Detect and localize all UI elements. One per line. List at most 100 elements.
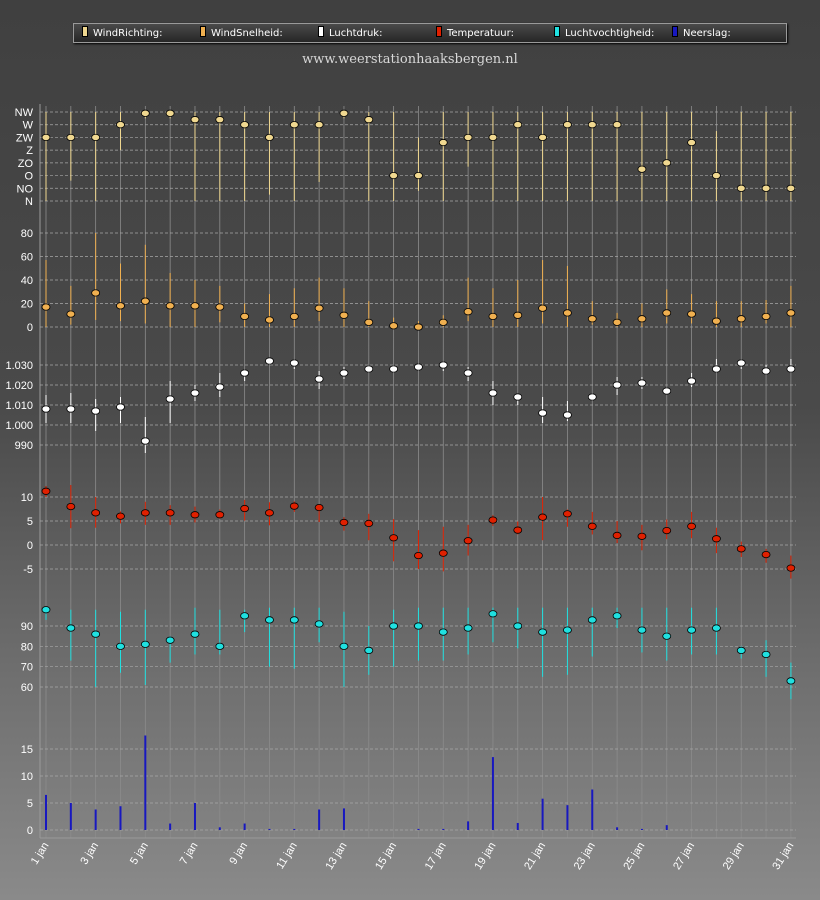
data-point (712, 317, 721, 325)
data-point (513, 311, 523, 319)
data-point (364, 318, 374, 326)
data-point (736, 359, 746, 367)
data-point (786, 184, 796, 192)
y-tick-label: N (25, 196, 33, 208)
data-point (140, 509, 150, 517)
y-tick-label: ZO (18, 158, 34, 170)
legend-swatch (200, 26, 206, 37)
data-point (265, 616, 274, 624)
data-point (140, 297, 150, 305)
legend-swatch (82, 26, 88, 37)
y-tick-label: 10 (21, 771, 33, 783)
data-point (612, 121, 622, 129)
data-point (488, 516, 498, 524)
data-point (736, 184, 746, 192)
data-point (488, 610, 498, 618)
legend-label: Neerslag: (683, 28, 731, 39)
data-point (637, 379, 647, 387)
data-point (265, 357, 274, 365)
y-tick-label: 10 (21, 492, 33, 504)
data-point (289, 502, 299, 510)
y-tick-label: -5 (23, 564, 33, 576)
data-point (786, 677, 796, 685)
precip-bar (640, 828, 643, 830)
data-point (289, 359, 299, 367)
x-tick-label: 23 jan (572, 840, 598, 872)
data-point (662, 309, 672, 317)
x-tick-label: 1 jan (29, 840, 52, 867)
data-point (66, 133, 76, 142)
data-point (66, 502, 76, 511)
data-point (563, 510, 572, 518)
data-point (761, 550, 771, 559)
data-point (389, 322, 399, 330)
y-tick-label: W (23, 120, 34, 132)
legend: WindRichting: WindSnelheid: Luchtdruk: Temp… (73, 23, 787, 43)
precip-bar (119, 806, 122, 830)
x-tick-label: 11 jan (274, 840, 300, 871)
precip-bar (268, 828, 271, 830)
data-point (190, 511, 200, 519)
y-tick-label: O (24, 171, 33, 183)
y-tick-label: NW (15, 107, 34, 119)
data-point (463, 369, 473, 377)
data-point (190, 116, 200, 124)
legend-swatch (318, 26, 324, 37)
x-tick-label: 31 jan (770, 840, 796, 872)
data-point (761, 312, 771, 321)
data-point (91, 407, 101, 415)
data-point (761, 367, 771, 375)
data-point (240, 312, 250, 321)
data-point (786, 365, 796, 373)
data-point (538, 409, 547, 417)
data-point (761, 184, 771, 192)
data-point (414, 323, 423, 331)
legend-item-neerslag: Neerslag: (672, 26, 731, 39)
data-point (637, 315, 647, 323)
legend-item-windsnelheid: WindSnelheid: (200, 26, 283, 39)
x-tick-label: 9 jan (227, 840, 250, 867)
data-point (786, 309, 796, 317)
data-point (712, 535, 721, 543)
data-point (41, 405, 51, 413)
x-tick-label: 29 jan (721, 840, 747, 872)
data-point (339, 642, 349, 650)
precip-bar (442, 828, 445, 830)
y-tick-label: 60 (21, 682, 33, 694)
precip-bar (293, 828, 296, 830)
precip-bar (169, 823, 172, 830)
data-point (438, 549, 448, 557)
data-point (91, 630, 101, 638)
data-point (513, 393, 523, 401)
legend-item-luchtdruk: Luchtdruk: (318, 26, 382, 39)
precip-bar (591, 789, 594, 830)
y-tick-label: 0 (27, 540, 33, 552)
data-point (563, 626, 572, 634)
data-point (612, 381, 622, 389)
data-point (463, 308, 473, 316)
data-point (761, 650, 771, 659)
data-point (538, 133, 547, 142)
data-point (289, 312, 299, 321)
data-point (265, 133, 274, 142)
x-tick-label: 13 jan (323, 840, 349, 872)
data-point (414, 171, 423, 180)
data-point (538, 304, 547, 312)
data-point (687, 626, 696, 634)
data-point (116, 302, 125, 310)
data-point (66, 405, 76, 413)
y-tick-label: 80 (21, 228, 33, 240)
data-point (364, 116, 374, 124)
panel-neerslag: 0 5 10 15 (21, 735, 796, 837)
x-tick-label: 21 jan (522, 840, 548, 872)
data-point (687, 377, 696, 385)
data-point (91, 133, 101, 142)
precip-bar (616, 827, 619, 830)
data-point (240, 504, 250, 513)
data-point (438, 318, 448, 326)
data-point (240, 612, 250, 620)
legend-label: Temperatuur: (447, 28, 514, 39)
data-point (513, 622, 523, 630)
data-point (41, 133, 51, 142)
